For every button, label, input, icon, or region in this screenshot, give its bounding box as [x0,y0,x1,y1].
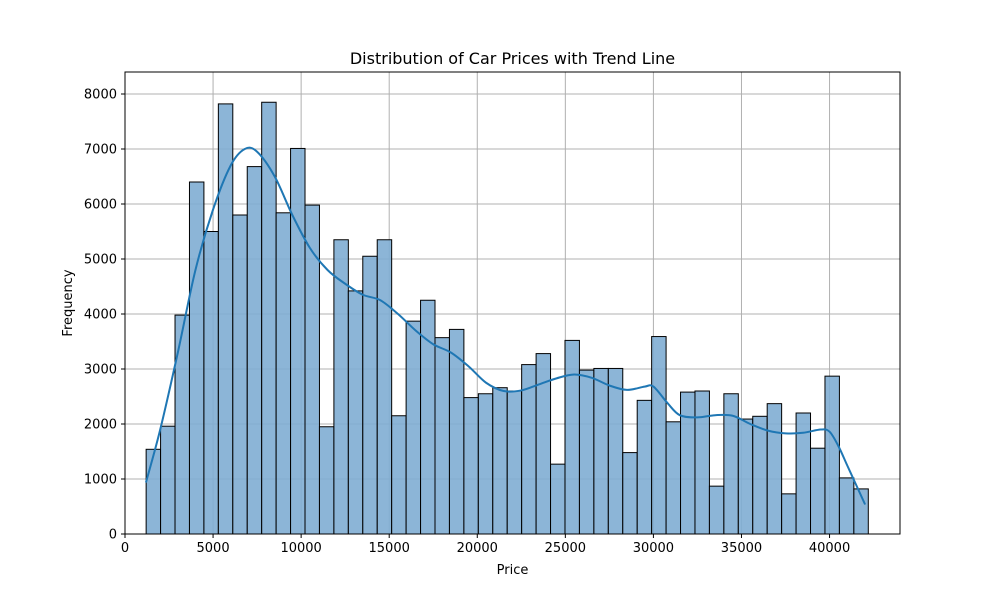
y-tick-label: 1000 [84,473,117,488]
histogram-bar [492,387,508,535]
histogram-bar [766,403,783,535]
histogram-bar [174,314,190,535]
histogram-bar [550,463,566,535]
histogram-bar [665,421,682,535]
histogram-bar [203,231,219,535]
histogram-bar [188,181,205,535]
trend-line [145,146,866,505]
x-tick-label: 0 [121,541,129,556]
histogram-bar [824,375,840,535]
histogram-bar [752,415,768,535]
x-tick-label: 20000 [457,541,498,556]
histogram-bar [651,336,667,535]
x-tick-label: 10000 [280,541,321,556]
y-tick-label: 7000 [84,143,117,158]
trend-layer [145,146,866,505]
x-tick-label: 35000 [721,541,762,556]
y-tick-label: 0 [109,528,117,543]
y-tick-label: 8000 [84,88,117,103]
histogram-bar [405,320,422,535]
histogram-bar [304,204,320,535]
x-axis-title: Price [497,563,529,578]
histogram-bar [506,390,523,535]
histogram-bar [607,367,624,535]
histogram-bar [636,399,653,535]
plot-frame [124,71,901,535]
y-tick-label: 2000 [84,418,117,433]
histogram-bar [578,369,595,535]
x-tick-label: 30000 [633,541,674,556]
histogram-bar [838,477,855,535]
x-tick-label: 5000 [197,541,230,556]
y-tick-label: 6000 [84,198,117,213]
histogram-bar [217,103,234,535]
histogram-bar [694,390,710,535]
histogram-bar [463,397,479,535]
ticks-layer: 0 5000 10000 15000 20000 25000 30000 35000 40000… [84,88,850,557]
histogram-bar [347,290,364,535]
histogram-bar [810,447,826,535]
histogram-bar [246,166,263,535]
histogram-bar [391,415,407,535]
histogram-bar [318,426,335,535]
y-tick-label: 4000 [84,308,117,323]
histogram-bar [622,452,638,535]
x-tick-label: 15000 [369,541,410,556]
histogram-bar [593,367,609,535]
histogram-bar [160,425,176,535]
histogram-bar [680,391,696,535]
y-tick-label: 3000 [84,363,117,378]
chart-title: Distribution of Car Prices with Trend Li… [350,49,675,68]
histogram-bar [477,393,494,535]
histogram-bar [376,239,393,535]
histogram-bar [232,214,248,535]
y-tick-label: 5000 [84,253,117,268]
x-tick-label: 25000 [545,541,586,556]
y-axis-title: Frequency [61,269,76,336]
histogram-bar [290,147,306,535]
histogram-bar [434,337,450,535]
histogram-bar [145,448,162,535]
histogram-bar [737,418,754,535]
histogram-bar [564,339,580,535]
histogram-bar [275,212,292,535]
histogram-bar [781,493,797,535]
x-tick-label: 40000 [809,541,850,556]
histogram-bar [708,485,725,535]
